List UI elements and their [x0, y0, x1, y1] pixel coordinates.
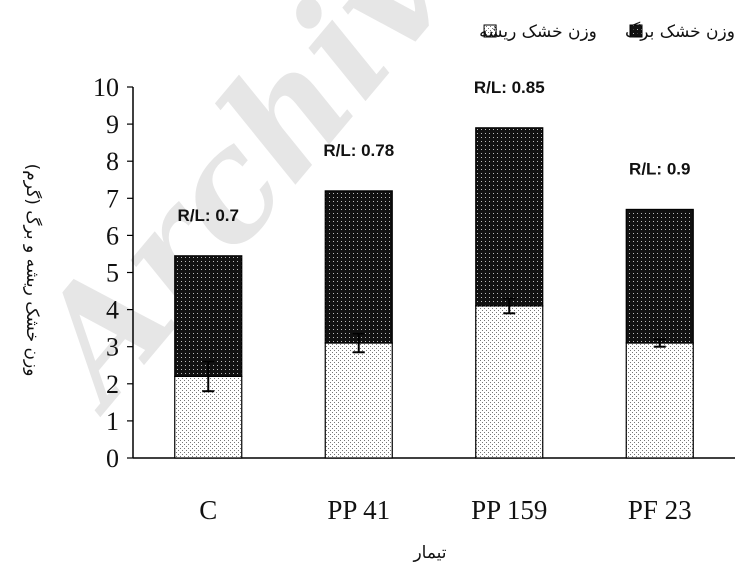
y-tick-label: 2 — [106, 370, 119, 399]
bar-leaf-1 — [324, 190, 393, 344]
y-tick-label: 8 — [106, 147, 119, 176]
x-tick-label-2: PP 159 — [471, 495, 547, 525]
y-tick-label: 7 — [106, 184, 119, 213]
annotation-rl-3: R/L: 0.9 — [629, 159, 690, 178]
x-tick-label-3: PF 23 — [628, 495, 692, 525]
bar-leaf-0 — [174, 255, 243, 377]
y-tick-label: 5 — [106, 259, 119, 288]
bar-root-3 — [625, 342, 694, 459]
legend: وزن خشک برگ وزن خشک ریشه — [479, 21, 735, 42]
bars — [174, 127, 694, 459]
bar-root-1 — [324, 342, 393, 459]
annotation-rl-2: R/L: 0.85 — [474, 78, 545, 97]
labels: C R/L: 0.7 PP 41 R/L: 0.78 PP 159 R/L: 0.85 PF… — [178, 78, 692, 525]
legend-label-1: وزن خشک ریشه — [479, 22, 597, 42]
axes: 0 1 2 3 4 5 6 7 8 9 10 — [93, 73, 735, 473]
bar-root-2 — [475, 305, 544, 459]
x-axis-label: تیمار — [412, 543, 446, 563]
x-tick-label-1: PP 41 — [327, 495, 390, 525]
y-tick-label: 10 — [93, 73, 119, 102]
annotation-rl-0: R/L: 0.7 — [178, 206, 239, 225]
y-axis-label: وزن خشک ریشه و برگ (گرم) — [22, 164, 43, 377]
y-tick-label: 6 — [106, 221, 119, 250]
bar-leaf-2 — [475, 127, 544, 307]
legend-swatch-1 — [483, 24, 497, 38]
y-tick-label: 9 — [106, 110, 119, 139]
watermark: Archive — [0, 0, 544, 441]
y-tick-label: 3 — [106, 333, 119, 362]
y-tick-label: 0 — [106, 444, 119, 473]
y-tick-label: 4 — [106, 296, 119, 325]
y-tick-label: 1 — [106, 407, 119, 436]
legend-label-0: وزن خشک برگ — [625, 21, 735, 42]
legend-swatch-0 — [629, 24, 643, 38]
x-tick-label-0: C — [199, 495, 217, 525]
bar-leaf-3 — [625, 208, 694, 344]
annotation-rl-1: R/L: 0.78 — [323, 141, 394, 160]
